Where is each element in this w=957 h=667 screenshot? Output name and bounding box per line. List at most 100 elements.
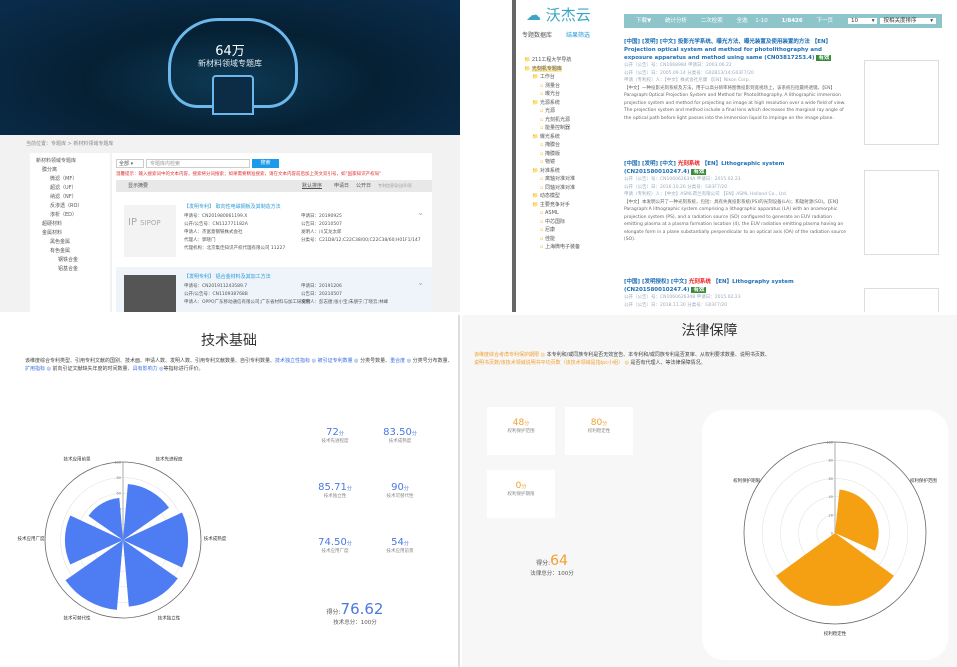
sidebar-tabs: 专题数据库 结果筛选 xyxy=(522,30,602,39)
record-title[interactable]: [中国] [发明] [中文] 光刻系统 【EN】Lithographic sys… xyxy=(624,161,785,175)
tree-item[interactable]: 超硬材料 xyxy=(42,221,63,227)
file-icon: ▫ xyxy=(540,159,545,165)
export-link[interactable]: 专利信息导出(0)项 xyxy=(378,183,412,188)
result-card: 【发明专利】 铝合金材料及其加工方法 申请号：CN201911243589.7 公… xyxy=(116,267,432,312)
patent-drawing xyxy=(864,60,939,145)
r-tick-label: 100 xyxy=(114,461,121,465)
file-icon: ▫ xyxy=(540,210,545,216)
tree-item[interactable]: 黑色金属 xyxy=(50,239,71,245)
patent-drawing xyxy=(864,170,939,255)
patent-search-panel: ☁ 沃杰云 专题数据库 结果筛选 📁 211工程大学导航 📁 光刻机专题库 📁 工作… xyxy=(512,0,957,312)
results-area: 全部 ▾ 专题库内检索 搜索 温馨提示：输入搜索词中的文本内容，搜索将分词搜索；… xyxy=(112,153,432,312)
tree-node[interactable]: 📁 动态模型 xyxy=(532,193,560,199)
tree-node[interactable]: 📁 光源系统 xyxy=(532,99,560,106)
expand-chevron-icon[interactable]: ⌄ xyxy=(417,208,424,217)
tree-item[interactable]: 纳滤（NF） xyxy=(50,194,77,200)
status-badge: 有效 xyxy=(691,169,707,175)
tree-item[interactable]: 膜分离 xyxy=(42,167,58,173)
tree-node[interactable]: ▫ 上海微电子装备 xyxy=(540,244,580,250)
search-input[interactable]: 专题库内检索 xyxy=(146,159,250,168)
tree-node[interactable]: ▫ 掩膜版 xyxy=(540,150,560,157)
record-abstract: 【中文】本发明公开了一种光刻系统，包括：具有失真投影系统(PS)的光刻设备(LA… xyxy=(624,199,847,243)
select-all-button[interactable]: 全选 xyxy=(736,18,748,24)
r-tick-label: 0 xyxy=(831,532,833,536)
tree-node[interactable]: 📁 曝光系统 xyxy=(532,133,560,140)
tree-node[interactable]: ▫ 尼康 xyxy=(540,227,555,233)
sort-select[interactable]: 按相关度排序 ▾ xyxy=(880,18,936,24)
tree-node[interactable]: ▫ 光源 xyxy=(540,108,555,114)
tree-node[interactable]: ▫ 同轴对准对准 xyxy=(540,184,575,191)
refine-button[interactable]: 二次检索 xyxy=(700,18,723,24)
per-page-select[interactable]: 10 ▾ xyxy=(847,18,878,24)
sort-apply-date[interactable]: 申请日 xyxy=(334,183,350,189)
stats-button[interactable]: 统计分析 xyxy=(664,18,687,24)
tree-node[interactable]: 📁 工作台 xyxy=(532,74,555,80)
expand-chevron-icon[interactable]: ⌄ xyxy=(417,278,424,287)
tree-node[interactable]: ▫ 测量台 xyxy=(540,82,560,89)
download-menu[interactable]: 下载▼ xyxy=(636,18,652,24)
sort-default[interactable]: 默认排序 xyxy=(302,183,323,189)
next-page[interactable]: 下一页 xyxy=(816,18,833,24)
banner: 64万 新材料领域专题库 xyxy=(0,0,460,135)
toggle-summary[interactable]: 显示摘要 xyxy=(128,183,149,189)
tree-item[interactable]: 有色金属 xyxy=(50,248,71,254)
tree-node[interactable]: ▫ 物镜 xyxy=(540,159,555,165)
results-toolbar: 下载▼ 统计分析 二次检索 全选 1-10 1/8426 下一页 10 ▾ 按相关度… xyxy=(624,14,942,28)
record-title[interactable]: [中国] [发明授权] [中文] 光刻系统 【EN】Lithography sy… xyxy=(624,279,794,293)
category-label: 权利保护期限 xyxy=(733,477,760,484)
legal-protection-panel: 法律保障 该维度综合考虑专利保护期限 ◎ 本专利和/或同族专利是否无效宣告、本专… xyxy=(462,315,957,667)
results-toolbar: 显示摘要 默认排序 申请日 公开日 专利信息导出(0)项 xyxy=(116,180,432,192)
sidebar-tree: 新材料领域专题库 膜分离微滤（MF） 超滤（UF） 纳滤（NF） 反渗透（RO） 渗析（… xyxy=(30,153,110,312)
tree-item[interactable]: 反渗透（RO） xyxy=(50,203,83,209)
bar-sector xyxy=(64,515,123,565)
tree-node[interactable]: ▫ 掩膜台 xyxy=(540,142,560,148)
tree-item[interactable]: 渗析（ED） xyxy=(50,212,78,218)
file-icon: ▫ xyxy=(540,116,545,123)
tree-node[interactable]: ▫ 佳能 xyxy=(540,235,555,242)
tree-node[interactable]: 📁 对准系统 xyxy=(532,167,560,174)
tab-database[interactable]: 专题数据库 xyxy=(522,32,553,39)
file-icon: ▫ xyxy=(540,142,545,148)
result-title[interactable]: 【发明专利】 取向性电磁钢板及其制造方法 xyxy=(184,204,281,210)
tab-filter[interactable]: 结果筛选 xyxy=(565,32,590,39)
r-tick-label: 20 xyxy=(829,513,833,517)
search-tip: 温馨提示：输入搜索词中的文本内容，搜索将分词搜索；如果需要精准搜索，请在文本内容… xyxy=(116,172,382,177)
result-title[interactable]: 【发明专利】 铝合金材料及其加工方法 xyxy=(184,274,271,280)
file-icon: ▫ xyxy=(540,125,545,131)
tree-node[interactable]: ▫ 中芯国际 xyxy=(540,218,565,225)
tree-item[interactable]: 金属材料 xyxy=(42,230,63,236)
file-icon: ▫ xyxy=(540,244,545,250)
folder-icon: 📁 xyxy=(524,65,532,72)
r-tick-label: 80 xyxy=(829,459,833,463)
tree-node[interactable]: ▫ 能量控制器 xyxy=(540,125,570,131)
sort-pub-date[interactable]: 公开日 xyxy=(356,183,372,189)
category-label: 权利保护范围 xyxy=(910,477,937,484)
tree-root[interactable]: 新材料领域专题库 xyxy=(36,158,77,164)
tree-node[interactable]: ▫ 光刻机光源 xyxy=(540,116,570,123)
tech-score: 得分:76.62 技术总分：100分 xyxy=(326,600,384,626)
tree-node[interactable]: 📁 光刻机专题库 xyxy=(524,65,562,72)
record-title[interactable]: [中国] [发明] [中文] 投影光学系统、曝光方法、曝光装置及使用装置的方法 … xyxy=(624,39,832,61)
status-badge: 有效 xyxy=(816,55,832,61)
tree-node[interactable]: ▫ ASML xyxy=(540,210,559,216)
patent-thumbnail xyxy=(124,275,176,312)
tree-item[interactable]: 钢铁合金 xyxy=(58,257,79,263)
r-tick-label: 100 xyxy=(826,441,833,445)
tree-item[interactable]: 超滤（UF） xyxy=(50,185,77,191)
breadcrumb: 当前位置：专题库 > 新材料领域专题库 xyxy=(26,141,114,147)
category-label: 技术成熟度 xyxy=(204,535,227,542)
tree-node[interactable]: ▫ 离轴对准对准 xyxy=(540,176,575,182)
tree-node[interactable]: 📁 211工程大学导航 xyxy=(524,57,572,63)
record-abstract: 【中文】一种投影光刻系统及方法，用于以高分辨率将图像投影到宽视场上，该系统包括最… xyxy=(624,85,846,121)
tree-item[interactable]: 微滤（MF） xyxy=(50,176,78,182)
tech-foundation-panel: 技术基础 该维度综合专利类型、引用专利文献的国别、技术面、申请人数、发明人数、引… xyxy=(0,315,460,667)
scope-select[interactable]: 全部 ▾ xyxy=(116,159,144,168)
tree-item[interactable]: 铝基合金 xyxy=(58,266,79,272)
tree-node[interactable]: ▫ 曝光台 xyxy=(540,91,560,97)
search-button[interactable]: 搜索 xyxy=(252,159,279,168)
folder-icon: 📁 xyxy=(532,99,540,106)
r-tick-label: 60 xyxy=(829,477,833,481)
tree-node[interactable]: 📁 主要竞争对手 xyxy=(532,201,570,208)
category-label: 技术应用广度 xyxy=(18,535,45,542)
